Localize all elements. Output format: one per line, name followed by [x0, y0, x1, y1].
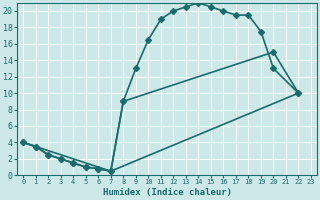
- X-axis label: Humidex (Indice chaleur): Humidex (Indice chaleur): [103, 188, 232, 197]
